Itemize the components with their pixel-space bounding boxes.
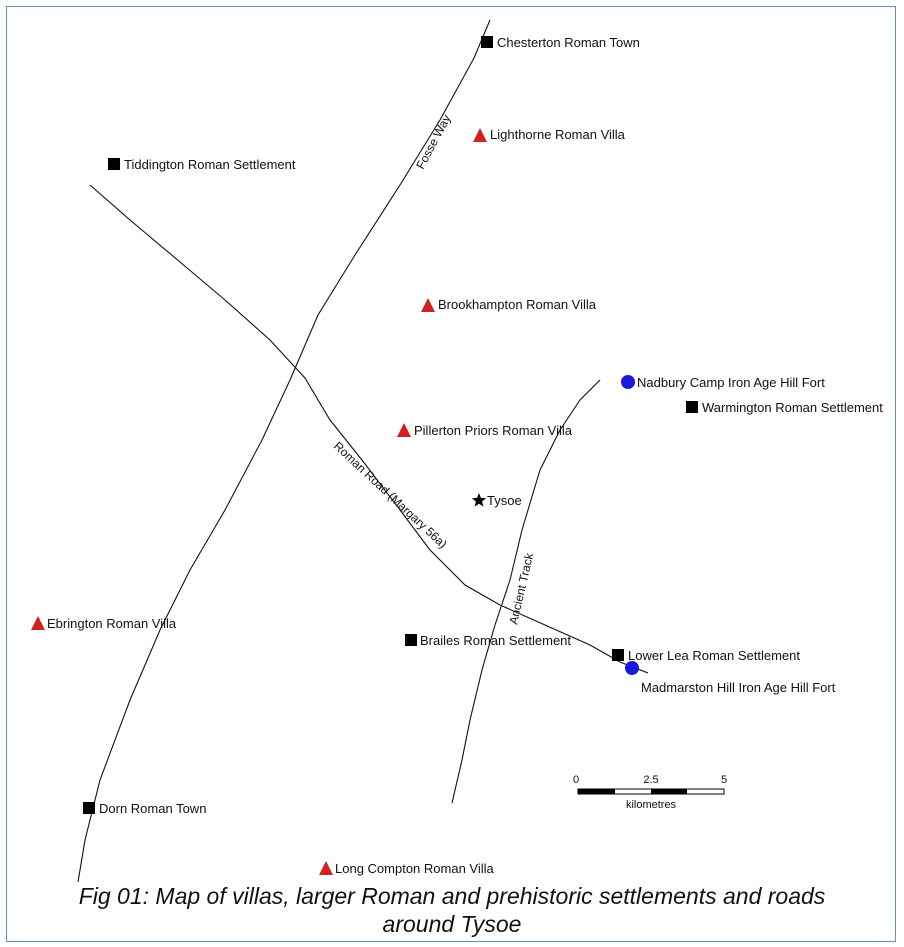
road-label-ancient-track: Ancient Track [506, 551, 536, 626]
site-label-dorn: Dorn Roman Town [99, 801, 206, 816]
villa-marker [31, 616, 45, 630]
site-label-warmington: Warmington Roman Settlement [702, 400, 883, 415]
hill-fort-marker [625, 661, 639, 675]
road-label-fosse-way: Fosse Way [413, 112, 453, 171]
star-icon [471, 493, 487, 507]
site-label-nadbury: Nadbury Camp Iron Age Hill Fort [637, 375, 825, 390]
road-margary-56a [89, 184, 649, 674]
road-label-margary: Roman Road (Margary 56a) [331, 439, 450, 551]
site-label-tiddington: Tiddington Roman Settlement [124, 157, 296, 172]
town-marker [481, 36, 493, 48]
site-label-pillerton: Pillerton Priors Roman Villa [414, 423, 573, 438]
settlement-marker [405, 634, 417, 646]
site-label-lowerlea: Lower Lea Roman Settlement [628, 648, 800, 663]
road-fosse-way [77, 19, 491, 883]
site-label-longcompton: Long Compton Roman Villa [335, 861, 495, 876]
site-label-brailes: Brailes Roman Settlement [420, 633, 571, 648]
site-label-lighthorne: Lighthorne Roman Villa [490, 127, 626, 142]
road-ancient-track [451, 379, 601, 804]
hill-fort-marker [621, 375, 635, 389]
site-label-chesterton: Chesterton Roman Town [497, 35, 640, 50]
scale-tick-2-5: 2.5 [643, 774, 658, 786]
settlement-marker [686, 401, 698, 413]
town-marker [83, 802, 95, 814]
villa-marker [319, 861, 333, 875]
scale-tick-5: 5 [721, 774, 727, 786]
scale-tick-0: 0 [573, 774, 579, 786]
site-label-brookhampton: Brookhampton Roman Villa [438, 297, 597, 312]
figure-frame [6, 6, 896, 942]
settlement-marker [108, 158, 120, 170]
site-label-ebrington: Ebrington Roman Villa [47, 616, 177, 631]
scale-unit: kilometres [626, 799, 677, 811]
caption-line-1: Fig 01: Map of villas, larger Roman and … [78, 883, 826, 909]
site-label-tysoe: Tysoe [487, 493, 522, 508]
villa-marker [397, 423, 411, 437]
settlement-marker [612, 649, 624, 661]
caption-line-2: around Tysoe [382, 911, 522, 937]
villa-marker [473, 128, 487, 142]
site-label-madmarston: Madmarston Hill Iron Age Hill Fort [641, 680, 836, 695]
figure-caption: Fig 01: Map of villas, larger Roman and … [0, 882, 904, 938]
villa-marker [421, 298, 435, 312]
scale-bar: 0 2.5 5 kilometres [573, 774, 727, 811]
